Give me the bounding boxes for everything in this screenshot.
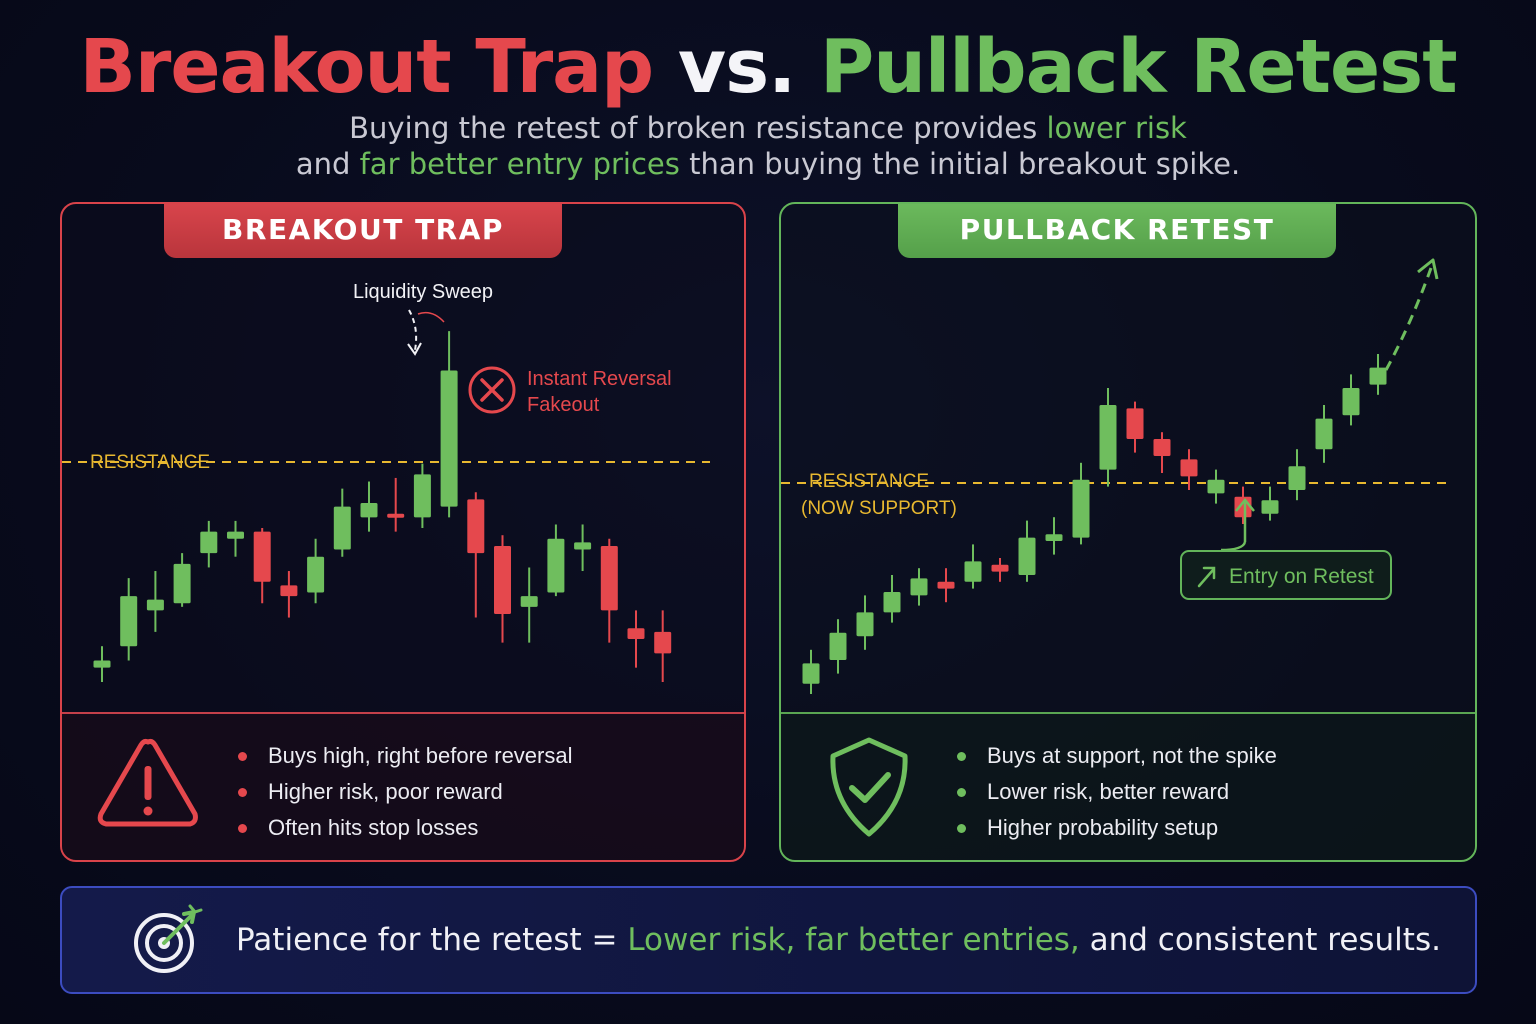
bullish-candle bbox=[173, 563, 191, 604]
candles-group bbox=[802, 354, 1387, 694]
resistance-label: RESISTANCE bbox=[809, 471, 929, 492]
entry-arrow-up-icon bbox=[1235, 498, 1255, 542]
instant-reversal-label: Instant Reversal bbox=[527, 368, 672, 390]
bullish-candle bbox=[1045, 534, 1063, 541]
bullish-candle bbox=[1018, 537, 1036, 575]
list-item: Often hits stop losses bbox=[238, 810, 573, 846]
pullback-retest-tab: PULLBACK RETEST bbox=[898, 204, 1336, 258]
bearish-candle bbox=[387, 513, 405, 518]
bullish-candle bbox=[1315, 418, 1333, 450]
subtitle-line-2: and far better entry prices than buying … bbox=[0, 146, 1536, 182]
subtitle-text: Buying the retest of broken resistance p… bbox=[349, 111, 1047, 145]
breakout-trap-tab: BREAKOUT TRAP bbox=[164, 204, 562, 258]
bearish-candle bbox=[467, 499, 485, 554]
list-item: Higher risk, poor reward bbox=[238, 774, 573, 810]
bearish-candle bbox=[937, 581, 955, 589]
dashed-arrow-up-icon bbox=[1384, 258, 1439, 371]
bullish-candle bbox=[1072, 479, 1090, 538]
pullback-retest-panel: RESISTANCE (NOW SUPPORT) Entry on Retest… bbox=[779, 202, 1477, 862]
bullish-candle bbox=[1099, 405, 1117, 470]
bullish-candle bbox=[146, 599, 164, 611]
bearish-candle bbox=[253, 531, 271, 582]
arrow-up-right-icon bbox=[1197, 566, 1216, 588]
dashed-arrow-down-icon bbox=[407, 309, 422, 356]
breakout-trap-panel: RESISTANCE Liquidity Sweep Instant Rever… bbox=[60, 202, 746, 862]
bullish-candle bbox=[333, 506, 351, 550]
bullish-candle bbox=[829, 632, 847, 660]
bullish-candle bbox=[200, 531, 218, 554]
list-item: Higher probability setup bbox=[957, 810, 1277, 846]
breakout-trap-bullets: Buys high, right before reversal Higher … bbox=[238, 738, 573, 846]
warning-triangle-icon bbox=[97, 738, 198, 827]
list-item: Buys at support, not the spike bbox=[957, 738, 1277, 774]
bullish-candle bbox=[520, 596, 538, 607]
summary-footer: Patience for the retest = Lower risk, fa… bbox=[60, 886, 1477, 994]
bullish-candle bbox=[802, 663, 820, 684]
page-subtitle: Buying the retest of broken resistance p… bbox=[0, 110, 1536, 182]
bullish-candle bbox=[964, 561, 982, 582]
entry-label-box bbox=[1180, 550, 1392, 600]
list-item: Lower risk, better reward bbox=[957, 774, 1277, 810]
list-item: Buys high, right before reversal bbox=[238, 738, 573, 774]
sweep-arc bbox=[417, 311, 445, 323]
shield-check-icon bbox=[830, 737, 908, 837]
bearish-candle bbox=[600, 545, 618, 611]
title-pullback-retest: Pullback Retest bbox=[820, 24, 1458, 110]
bullish-candle bbox=[360, 503, 378, 518]
pullback-retest-bullets: Buys at support, not the spike Lower ris… bbox=[957, 738, 1277, 846]
footer-text: Patience for the retest = Lower risk, fa… bbox=[236, 888, 1441, 992]
bullish-candle bbox=[574, 542, 592, 550]
footer-text-pre: Patience for the retest = bbox=[236, 922, 628, 958]
bearish-candle bbox=[494, 545, 511, 614]
bearish-candle bbox=[627, 628, 645, 640]
pullback-retest-summary: Buys at support, not the spike Lower ris… bbox=[781, 712, 1475, 860]
now-support-label: (NOW SUPPORT) bbox=[801, 498, 957, 519]
bullish-candle bbox=[1288, 466, 1306, 490]
subtitle-highlight-entry-prices: far better entry prices bbox=[359, 147, 680, 181]
bullish-candle bbox=[910, 578, 928, 596]
bullish-candle bbox=[1207, 479, 1225, 494]
x-circle-icon bbox=[468, 366, 516, 414]
bullish-candle bbox=[1261, 500, 1279, 514]
footer-text-post: and consistent results. bbox=[1079, 922, 1441, 958]
bearish-candle bbox=[1234, 496, 1252, 518]
subtitle-highlight-lower-risk: lower risk bbox=[1046, 111, 1187, 145]
bullish-candle bbox=[413, 474, 431, 518]
subtitle-line-1: Buying the retest of broken resistance p… bbox=[0, 110, 1536, 146]
bearish-candle bbox=[280, 585, 298, 597]
bullish-candle bbox=[1369, 367, 1387, 385]
target-icon bbox=[134, 904, 203, 973]
breakout-trap-summary: Buys high, right before reversal Higher … bbox=[62, 712, 744, 860]
bullish-candle bbox=[883, 592, 901, 613]
bullish-candle bbox=[547, 538, 565, 593]
bearish-candle bbox=[991, 564, 1009, 572]
bullish-candle bbox=[307, 556, 325, 593]
bullish-candle bbox=[227, 531, 244, 539]
bullish-candle bbox=[120, 596, 138, 647]
footer-highlight: Lower risk, far better entries, bbox=[627, 922, 1080, 958]
subtitle-text: and bbox=[295, 147, 360, 181]
breakout-trap-chart: RESISTANCE Liquidity Sweep Instant Rever… bbox=[62, 281, 710, 682]
bearish-candle bbox=[1180, 459, 1198, 477]
title-breakout-trap: Breakout Trap bbox=[79, 24, 654, 110]
bullish-candle bbox=[440, 370, 458, 507]
liquidity-sweep-label: Liquidity Sweep bbox=[353, 281, 493, 303]
bullish-candle bbox=[93, 660, 111, 668]
bearish-candle bbox=[1153, 439, 1171, 456]
entry-label: Entry on Retest bbox=[1229, 565, 1374, 588]
pullback-retest-chart: RESISTANCE (NOW SUPPORT) Entry on Retest bbox=[781, 258, 1451, 694]
bearish-candle bbox=[654, 631, 672, 654]
candles-group bbox=[93, 331, 672, 682]
bearish-candle bbox=[1126, 408, 1144, 439]
page-title: Breakout Trap vs. Pullback Retest bbox=[0, 24, 1536, 110]
title-vs: vs. bbox=[653, 24, 821, 110]
bullish-candle bbox=[1342, 388, 1360, 416]
subtitle-text: than buying the initial breakout spike. bbox=[679, 147, 1241, 181]
bullish-candle bbox=[856, 612, 874, 637]
fakeout-label: Fakeout bbox=[527, 394, 600, 416]
resistance-label: RESISTANCE bbox=[90, 452, 210, 473]
